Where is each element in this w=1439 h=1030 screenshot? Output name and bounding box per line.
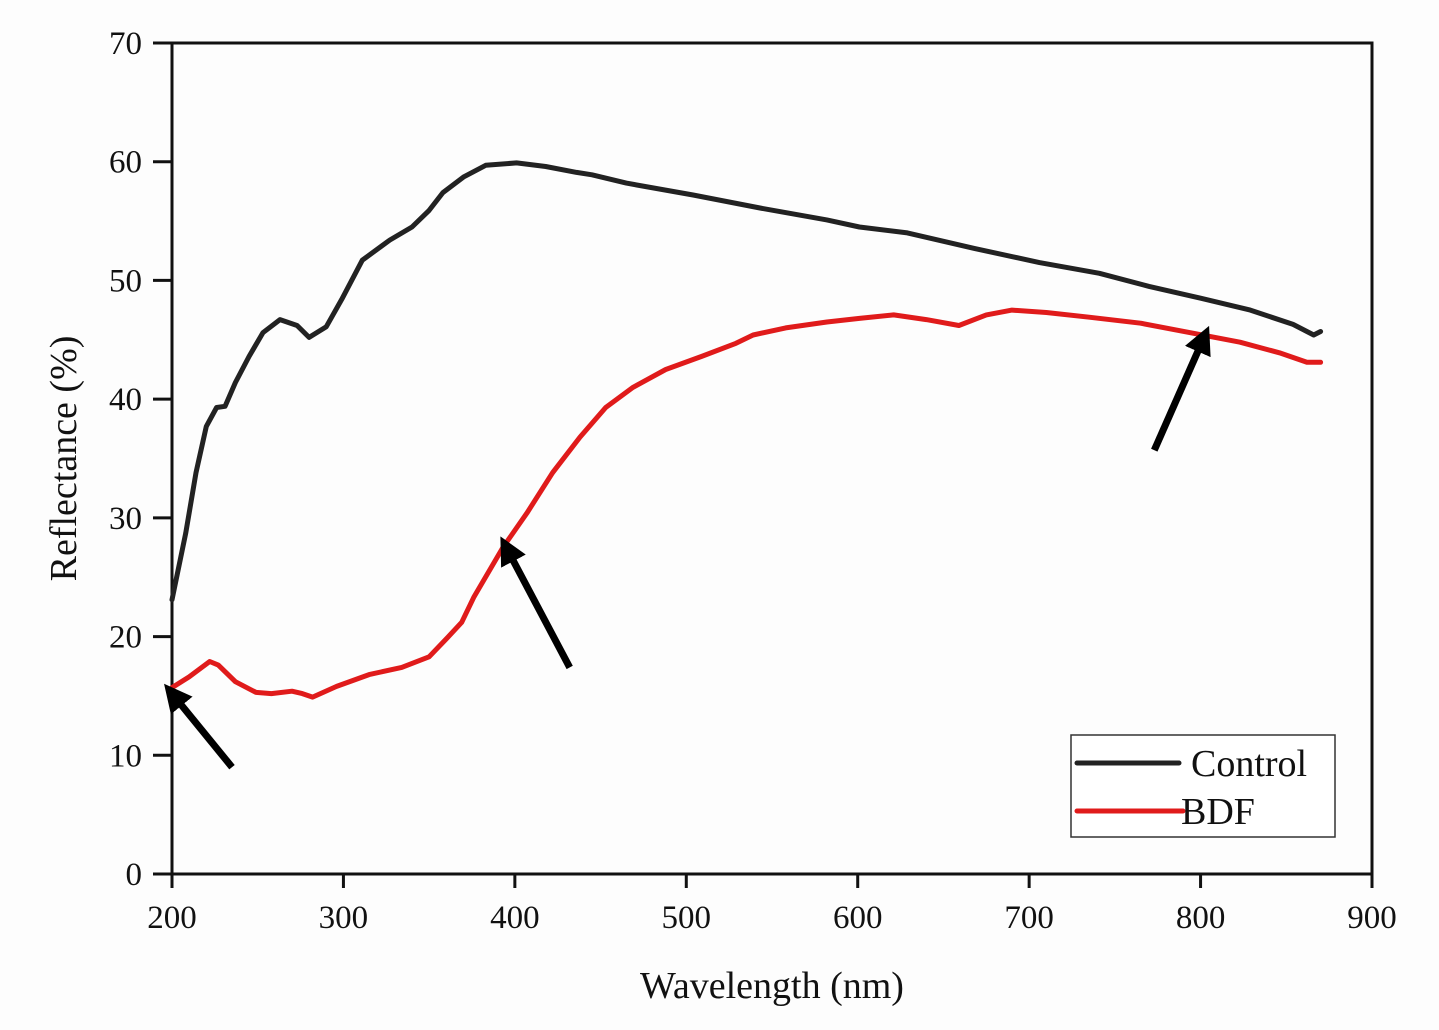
x-tick-label: 500 [662, 900, 712, 936]
y-axis-title: Reflectance (%) [43, 336, 85, 582]
y-tick-label: 40 [109, 382, 142, 418]
series-layer [169, 160, 1324, 700]
y-axis: 0 10 20 30 40 50 60 70 [109, 26, 172, 893]
x-tick-label: 600 [833, 900, 883, 936]
annotation-layer [164, 325, 1211, 770]
x-tick-label: 700 [1004, 900, 1054, 936]
legend-label-control: Control [1191, 743, 1307, 785]
y-tick-label: 20 [109, 620, 142, 656]
x-tick-label: 900 [1347, 900, 1397, 936]
y-tick-label: 10 [109, 738, 142, 774]
y-tick-label: 70 [109, 26, 142, 62]
y-tick-label: 50 [109, 263, 142, 299]
series-line-control [169, 160, 1324, 603]
legend: Control BDF [1070, 734, 1336, 838]
annotation-arrow [164, 683, 235, 770]
annotation-arrow [500, 536, 573, 670]
y-tick-label: 60 [109, 145, 142, 181]
x-axis: 200 300 400 500 600 700 800 900 [147, 874, 1397, 936]
plot-border [170, 41, 1374, 876]
annotation-arrow [1151, 325, 1211, 452]
series-line-bdf [169, 307, 1324, 700]
y-tick-label: 30 [109, 501, 142, 537]
x-tick-label: 800 [1176, 900, 1226, 936]
x-axis-title: Wavelength (nm) [640, 965, 904, 1007]
x-tick-label: 400 [490, 900, 540, 936]
legend-label-bdf: BDF [1181, 791, 1255, 833]
x-tick-label: 300 [319, 900, 369, 936]
plot-frame [170, 41, 1374, 876]
x-tick-label: 200 [147, 900, 197, 936]
y-tick-label: 0 [126, 857, 143, 893]
legend-box [1070, 734, 1336, 838]
